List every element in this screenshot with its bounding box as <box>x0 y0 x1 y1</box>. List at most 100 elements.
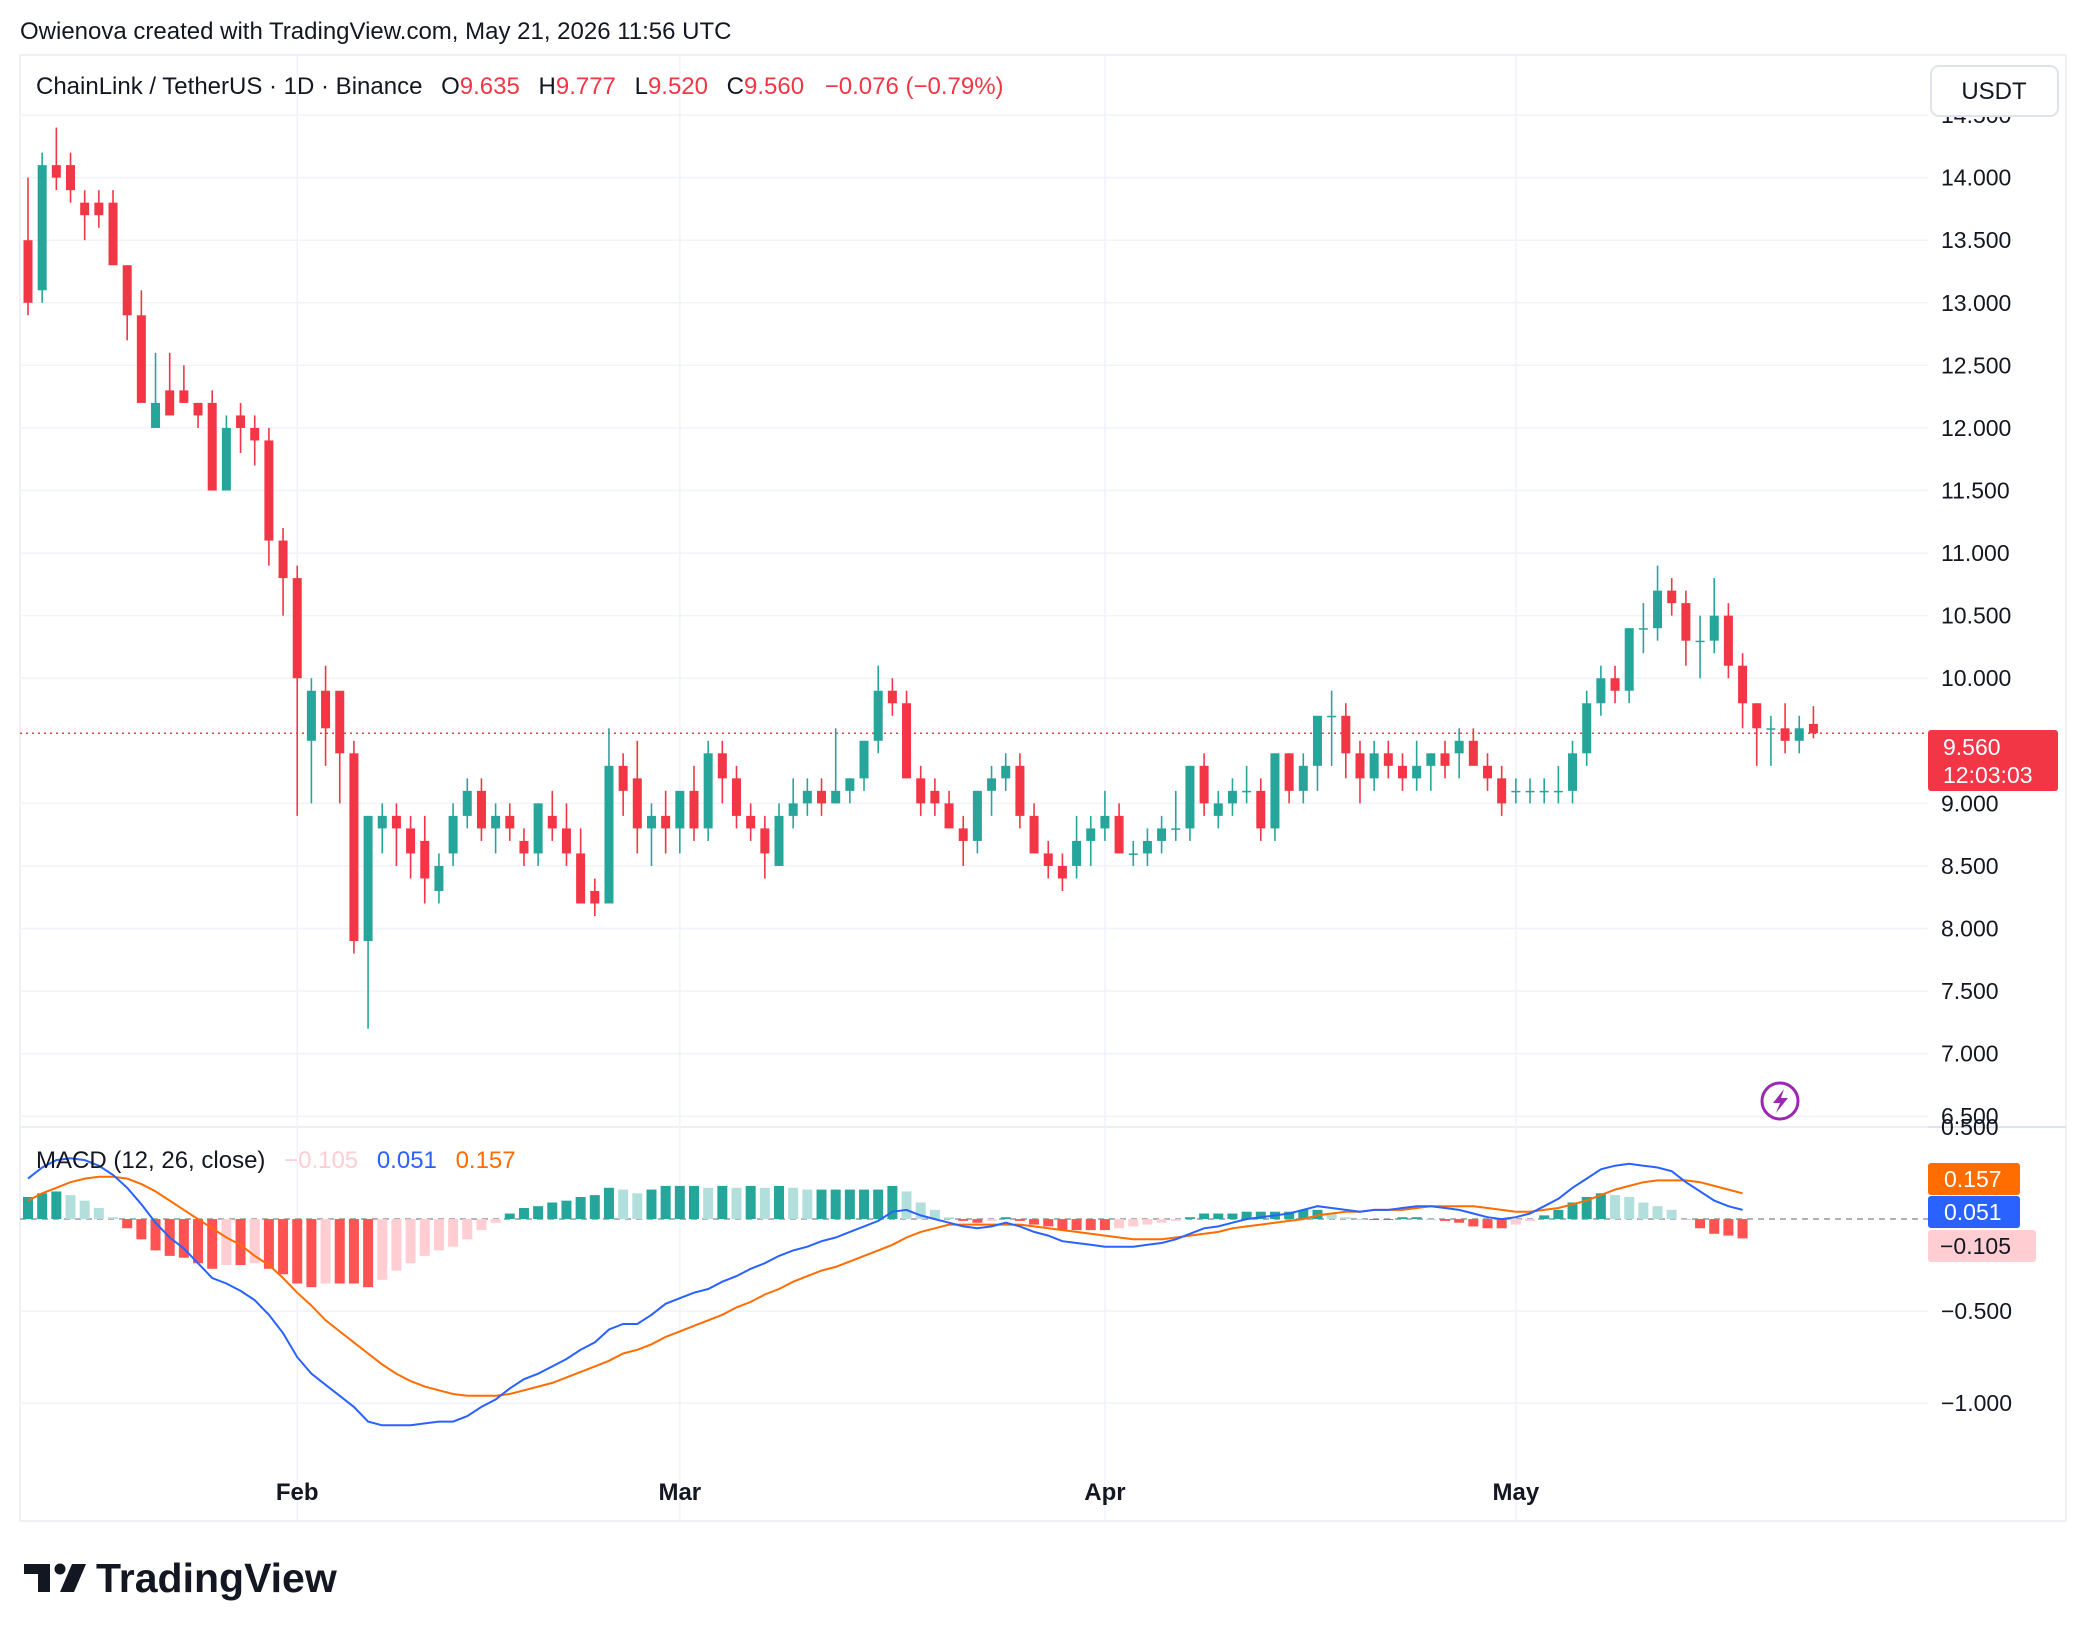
candle <box>136 290 146 403</box>
candle-body <box>1029 815 1039 854</box>
candle-body <box>618 765 628 791</box>
candle-body <box>646 815 656 829</box>
macd-histogram-bar <box>1539 1215 1550 1220</box>
macd-hist-tag: −0.105 <box>1928 1230 2036 1262</box>
macd-histogram-bar <box>249 1219 260 1264</box>
candle <box>1015 753 1025 829</box>
candle-body <box>1256 790 1266 829</box>
macd-histogram <box>23 1185 1748 1288</box>
candle <box>1511 778 1521 804</box>
candle-body <box>590 890 600 904</box>
candle <box>1794 715 1804 754</box>
macd-histogram-bar <box>1241 1211 1252 1220</box>
macd-histogram-bar <box>1595 1193 1606 1220</box>
candle-body <box>1355 753 1365 779</box>
macd-histogram-bar <box>688 1185 699 1220</box>
macd-histogram-bar <box>1170 1219 1181 1221</box>
macd-histogram-bar <box>745 1185 756 1220</box>
candle <box>1483 753 1493 791</box>
candle-body <box>972 790 982 841</box>
currency-button[interactable]: USDT <box>1930 65 2059 117</box>
macd-histogram-bar <box>490 1219 501 1223</box>
candle-body <box>80 202 90 216</box>
candle <box>930 778 940 816</box>
macd-histogram-bar <box>518 1208 529 1220</box>
candle <box>1426 753 1436 791</box>
macd-histogram-bar <box>1298 1209 1309 1220</box>
macd-histogram-bar <box>717 1185 728 1220</box>
candle-body <box>66 165 76 191</box>
macd-histogram-bar <box>448 1219 459 1247</box>
candle <box>505 803 515 841</box>
macd-histogram-bar <box>1057 1219 1068 1231</box>
candle <box>23 177 33 316</box>
candle-body <box>1426 753 1436 766</box>
candle <box>732 765 741 829</box>
macd-histogram-bar <box>178 1219 189 1258</box>
candle-body <box>207 402 217 491</box>
candle-body <box>1312 715 1322 766</box>
macd-histogram-bar <box>79 1200 90 1220</box>
macd-histogram-bar <box>136 1219 147 1240</box>
candle <box>94 190 104 228</box>
candle-body <box>1525 790 1535 793</box>
candle <box>1312 715 1322 791</box>
candle <box>1553 765 1563 804</box>
macd-histogram-bar <box>1184 1217 1195 1220</box>
candle <box>1440 740 1450 779</box>
low-value: 9.520 <box>648 73 708 100</box>
candle-body <box>859 740 869 779</box>
candle-body <box>51 165 61 178</box>
candle <box>760 815 770 879</box>
candle <box>1128 840 1138 866</box>
candle-body <box>1327 715 1337 718</box>
candlestick-series <box>23 127 1818 1029</box>
candle <box>618 753 628 816</box>
macd-legend[interactable]: MACD (12, 26, close) −0.105 0.051 0.157 <box>36 1147 516 1174</box>
macd-histogram-bar <box>1128 1219 1139 1227</box>
candle-body <box>476 790 486 829</box>
candle <box>1114 803 1124 854</box>
candle <box>51 127 61 191</box>
macd-histogram-bar <box>929 1209 940 1220</box>
candle <box>1653 565 1663 641</box>
high-label: H <box>539 73 556 100</box>
macd-histogram-bar <box>915 1202 926 1220</box>
candle <box>321 665 331 766</box>
time-tick-label: Mar <box>658 1479 701 1506</box>
candle-body <box>1709 615 1719 641</box>
candle <box>689 765 699 841</box>
candle <box>66 152 76 203</box>
macd-histogram-bar <box>1680 1219 1691 1221</box>
macd-histogram-bar <box>108 1217 119 1220</box>
macd-histogram-bar <box>1326 1213 1337 1220</box>
chart-frame <box>19 54 2067 1522</box>
macd-histogram-bar <box>1610 1195 1621 1220</box>
candle <box>1539 778 1549 804</box>
candle <box>774 803 784 866</box>
macd-histogram-bar <box>1142 1219 1153 1225</box>
candle <box>1709 578 1719 654</box>
candle <box>292 565 302 816</box>
macd-histogram-bar <box>476 1219 487 1231</box>
symbol-legend[interactable]: ChainLink / TetherUS · 1D · Binance O9.6… <box>36 73 1004 100</box>
candle-body <box>1284 753 1294 791</box>
candle <box>1468 728 1478 766</box>
candle-body <box>1397 765 1407 779</box>
price-tick-label: 11.000 <box>1941 540 2010 566</box>
candle <box>1723 603 1733 679</box>
candle <box>873 665 883 754</box>
candle-body <box>23 240 33 303</box>
currency-label: USDT <box>1961 78 2027 105</box>
tradingview-logo: TradingView <box>24 1555 337 1601</box>
macd-legend-hist: −0.105 <box>284 1147 358 1174</box>
candle-body <box>1568 753 1578 791</box>
candle-body <box>1072 840 1082 866</box>
candle <box>434 853 444 904</box>
candle <box>987 765 997 816</box>
macd-histogram-bar <box>887 1185 898 1220</box>
candle <box>1001 753 1011 791</box>
candle-body <box>349 753 359 942</box>
lightning-icon[interactable] <box>1760 1081 1800 1121</box>
candle <box>1766 715 1776 766</box>
